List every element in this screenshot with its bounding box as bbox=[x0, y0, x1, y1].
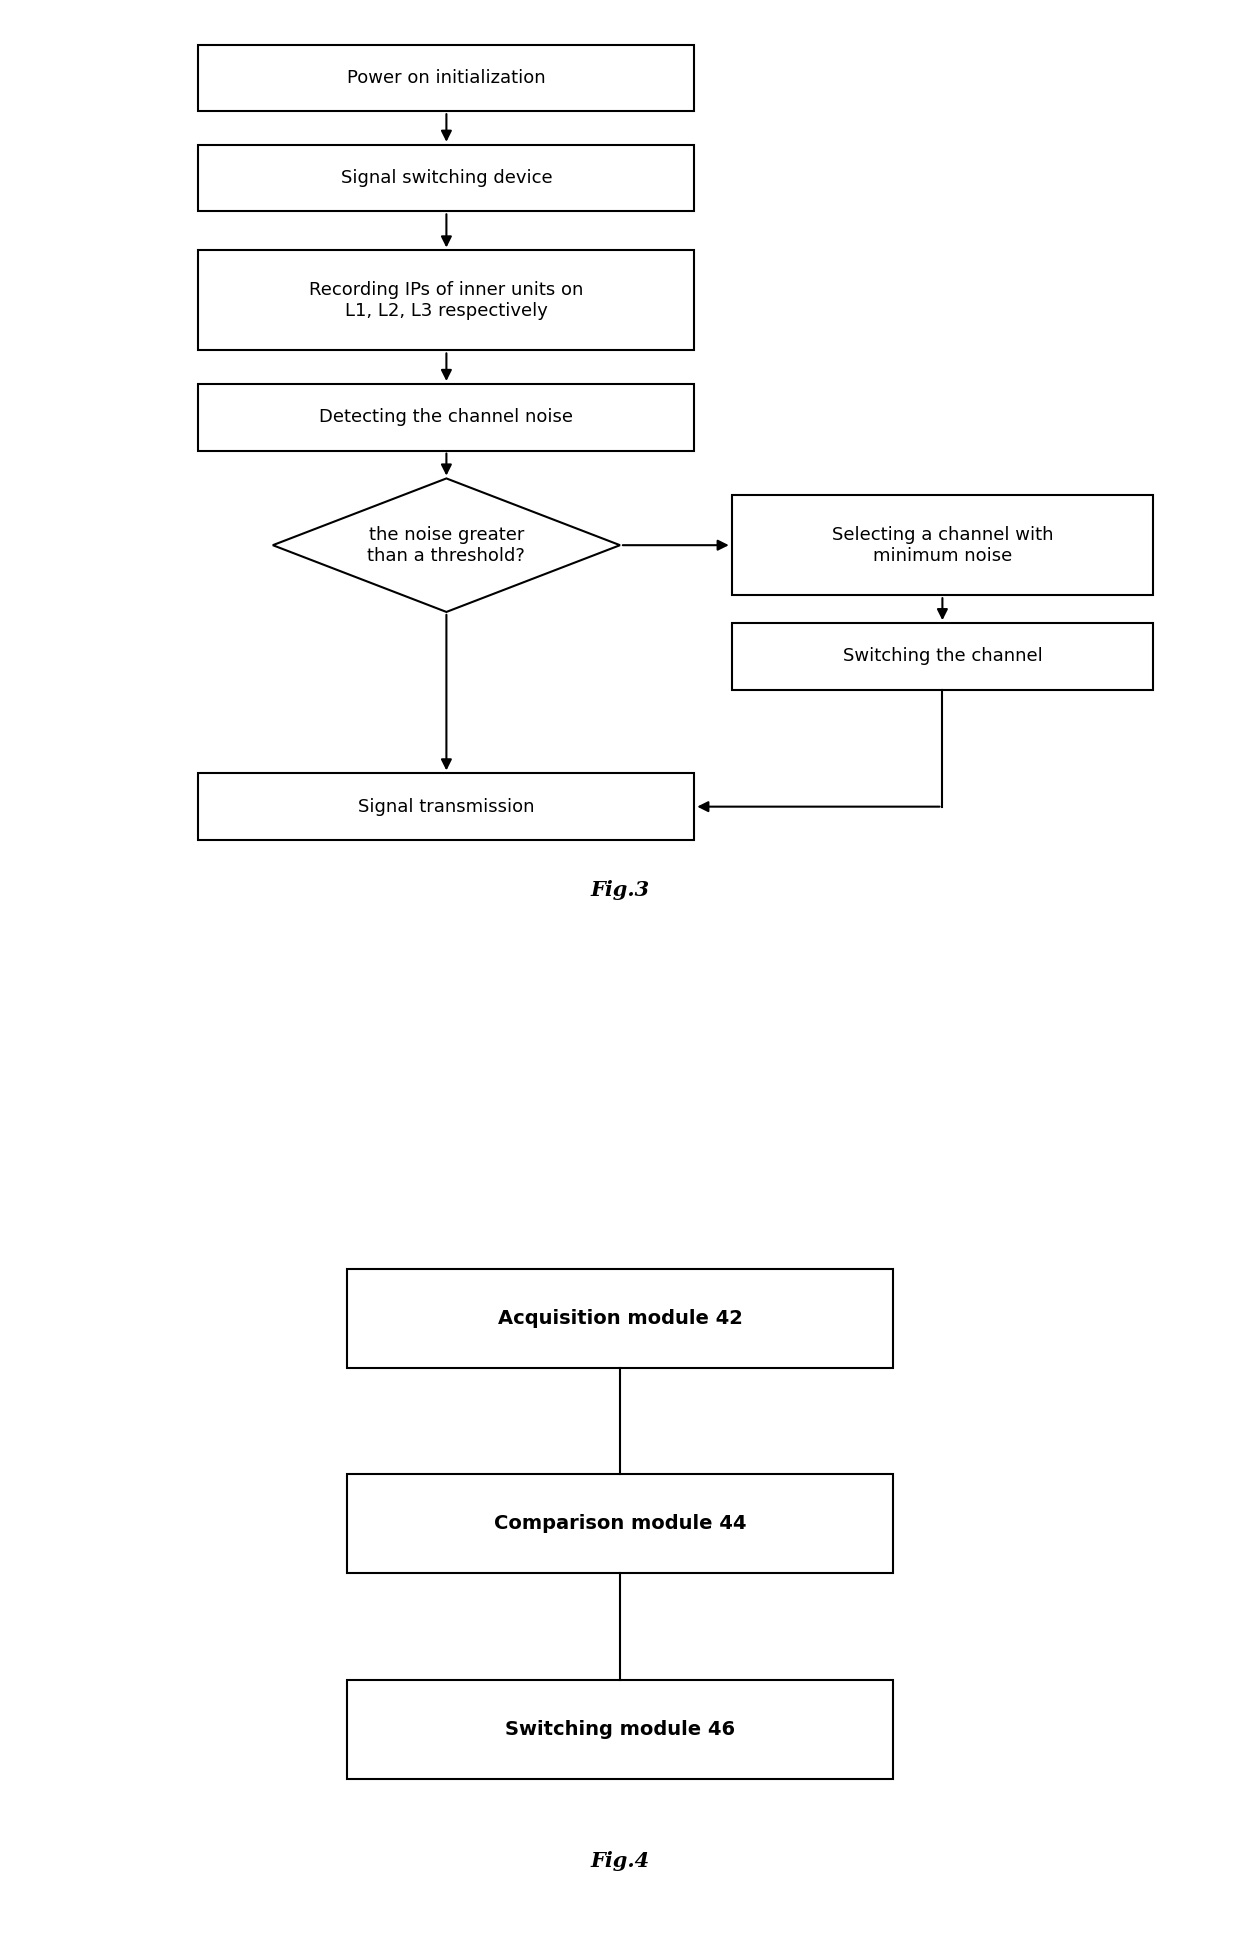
FancyBboxPatch shape bbox=[198, 145, 694, 211]
FancyBboxPatch shape bbox=[347, 1474, 893, 1573]
Text: Power on initialization: Power on initialization bbox=[347, 70, 546, 87]
FancyBboxPatch shape bbox=[198, 774, 694, 840]
Text: Signal transmission: Signal transmission bbox=[358, 797, 534, 817]
FancyBboxPatch shape bbox=[198, 383, 694, 451]
FancyBboxPatch shape bbox=[198, 250, 694, 350]
FancyBboxPatch shape bbox=[198, 45, 694, 110]
Text: Acquisition module 42: Acquisition module 42 bbox=[497, 1308, 743, 1327]
Text: Switching module 46: Switching module 46 bbox=[505, 1720, 735, 1740]
FancyBboxPatch shape bbox=[732, 623, 1153, 691]
Text: Selecting a channel with
minimum noise: Selecting a channel with minimum noise bbox=[832, 526, 1053, 565]
Text: Fig.3: Fig.3 bbox=[590, 880, 650, 900]
Text: the noise greater
than a threshold?: the noise greater than a threshold? bbox=[367, 526, 526, 565]
FancyBboxPatch shape bbox=[732, 495, 1153, 596]
Text: Switching the channel: Switching the channel bbox=[842, 648, 1043, 666]
Text: Signal switching device: Signal switching device bbox=[341, 168, 552, 188]
Text: Comparison module 44: Comparison module 44 bbox=[494, 1515, 746, 1533]
Text: Detecting the channel noise: Detecting the channel noise bbox=[320, 408, 573, 426]
FancyBboxPatch shape bbox=[347, 1680, 893, 1778]
Text: Fig.4: Fig.4 bbox=[590, 1852, 650, 1871]
Text: Recording IPs of inner units on
L1, L2, L3 respectively: Recording IPs of inner units on L1, L2, … bbox=[309, 281, 584, 319]
Polygon shape bbox=[273, 478, 620, 611]
FancyBboxPatch shape bbox=[347, 1269, 893, 1368]
